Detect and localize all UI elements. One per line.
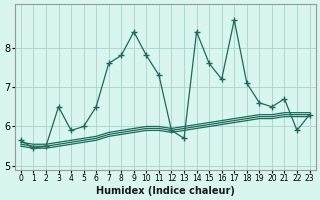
X-axis label: Humidex (Indice chaleur): Humidex (Indice chaleur) xyxy=(96,186,235,196)
